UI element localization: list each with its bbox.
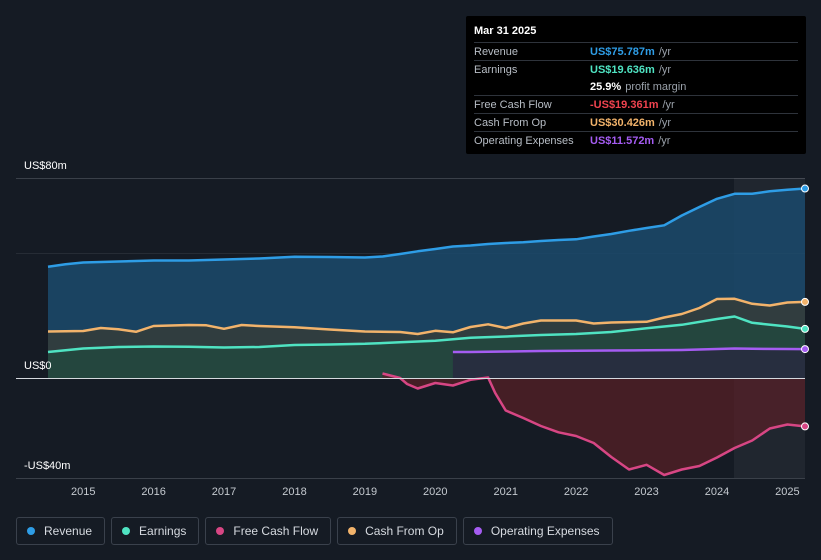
tooltip-value: US$30.426m [590,116,655,129]
tooltip-row-cash-from-op: Cash From Op US$30.426m /yr [474,113,798,131]
x-tick-label-2018: 2018 [282,486,307,498]
tooltip-unit: /yr [658,116,672,129]
earnings-line [47,315,806,354]
x-tick-label-2020: 2020 [423,486,448,498]
x-tick-label-2025: 2025 [775,486,800,498]
earnings-end-point [801,324,809,333]
tooltip-label: Free Cash Flow [474,98,552,111]
x-tick-label-2016: 2016 [141,486,166,498]
y-axis-zero-label: US$0 [24,360,52,372]
x-tick-label-2017: 2017 [211,486,237,498]
legend-dot-icon [27,527,35,535]
legend-label: Earnings [139,524,187,538]
legend-label: Revenue [44,524,93,538]
legend-item-revenue[interactable]: Revenue [16,517,106,545]
data-tooltip: Mar 31 2025 Revenue US$75.787m /yr Earni… [466,16,806,154]
tooltip-unit: /yr [658,45,672,58]
free-cash-flow-area [382,373,805,475]
legend-dot-icon [216,527,225,535]
tooltip-unit: /yr [658,63,672,76]
x-tick-label-2022: 2022 [563,486,589,498]
x-tick-label-2021: 2021 [493,486,518,498]
operating-expenses-line [452,347,806,354]
tooltip-unit: /yr [662,98,675,111]
tooltip-label: Revenue [474,45,519,58]
tooltip-label: Cash From Op [474,116,547,129]
tooltip-row-profit-margin: 25.9% profit margin [474,78,798,95]
cash-from-op-line [47,297,806,336]
tooltip-row-earnings: Earnings US$19.636m /yr [474,60,798,78]
y-axis-bottom-label: -US$40m [24,460,71,472]
legend-dot-icon [348,527,357,535]
legend-label: Free Cash Flow [233,524,319,538]
legend-item-free-cash-flow[interactable]: Free Cash Flow [205,517,332,545]
legend-dot-icon [122,527,131,535]
legend-dot-icon [473,527,482,535]
tooltip-value: US$11.572m [590,134,655,147]
x-tick-label-2015: 2015 [70,486,96,498]
tooltip-value: US$75.787m [590,45,655,58]
legend-label: Cash From Op [365,524,444,538]
x-tick-label-2019: 2019 [352,486,378,498]
free-cash-flow-line [382,372,806,477]
tooltip-unit: profit margin [625,80,687,93]
legend-item-operating-expenses[interactable]: Operating Expenses [462,517,613,545]
free-cash-flow-end-point [801,422,809,431]
tooltip-value: 25.9% [590,80,622,93]
revenue-line [47,187,806,269]
cash-from-op-end-point [801,297,809,306]
tooltip-value: US$19.636m [590,63,655,76]
tooltip-row-free-cash-flow: Free Cash Flow -US$19.361m /yr [474,95,798,113]
chart-legend: Revenue Earnings Free Cash Flow Cash Fro… [16,517,619,545]
tooltip-date: Mar 31 2025 [474,25,537,37]
operating-expenses-end-point [801,345,809,354]
x-tick-label-2023: 2023 [634,486,659,498]
operating-expenses-area [452,348,805,378]
y-axis-top-label: US$80m [24,160,67,172]
legend-label: Operating Expenses [490,524,600,538]
tooltip-value: -US$19.361m [590,98,659,111]
tooltip-label: Earnings [474,63,518,76]
tooltip-label: Operating Expenses [474,134,574,147]
legend-item-earnings[interactable]: Earnings [111,517,200,545]
tooltip-row-operating-expenses: Operating Expenses US$11.572m /yr [474,131,798,149]
x-tick-label-2024: 2024 [704,486,730,498]
legend-item-cash-from-op[interactable]: Cash From Op [337,517,457,545]
tooltip-unit: /yr [658,134,671,147]
tooltip-row-revenue: Revenue US$75.787m /yr [474,42,798,60]
revenue-end-point [801,184,809,193]
